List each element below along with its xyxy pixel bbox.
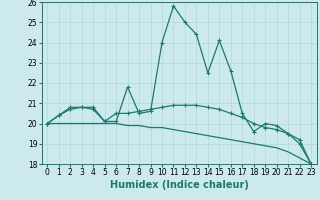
- X-axis label: Humidex (Indice chaleur): Humidex (Indice chaleur): [110, 180, 249, 190]
